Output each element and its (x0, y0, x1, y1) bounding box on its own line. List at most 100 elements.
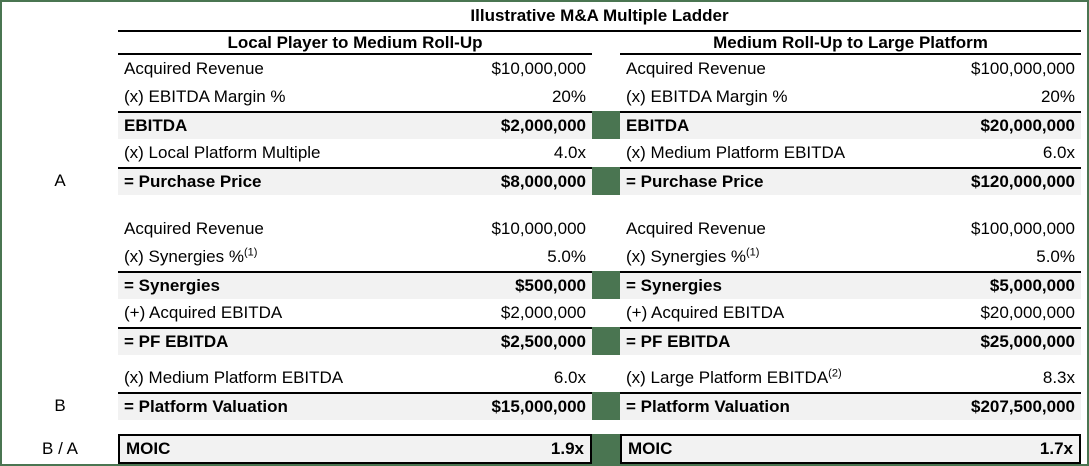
row-label: = Purchase Price (124, 172, 262, 191)
row-value: $5,000,000 (989, 276, 1075, 295)
footnote-marker: (2) (828, 367, 842, 380)
row-value: 1.7x (1039, 439, 1073, 458)
row-value: $2,000,000 (500, 303, 586, 322)
right-margin (1081, 83, 1087, 111)
row-label: = Platform Valuation (626, 397, 790, 416)
letter-column-spacer (2, 215, 118, 243)
row-value: $100,000,000 (971, 219, 1075, 238)
spacer-row (2, 195, 1087, 215)
left-table-cell: (x) Medium Platform EBITDA 6.0x (118, 364, 592, 392)
green-connector (592, 392, 620, 420)
right-table-cell: (x) Medium Platform EBITDA 6.0x (620, 139, 1081, 167)
column-gap (592, 364, 620, 392)
row-label: (x) Large Platform EBITDA(2) (626, 367, 842, 387)
green-connector (592, 271, 620, 299)
row-value: 5.0% (1036, 247, 1075, 266)
row-value: $100,000,000 (971, 59, 1075, 78)
table-row: B / A MOIC 1.9x MOIC 1.7x (2, 434, 1087, 464)
column-gap (592, 299, 620, 327)
row-label: (x) Synergies %(1) (124, 246, 258, 266)
row-value: 1.9x (550, 439, 584, 458)
left-table-cell: (+) Acquired EBITDA $2,000,000 (118, 299, 592, 327)
right-margin (1081, 299, 1087, 327)
row-value: $8,000,000 (500, 172, 586, 191)
column-gap (592, 215, 620, 243)
row-label: (+) Acquired EBITDA (124, 303, 283, 322)
left-table-cell: (x) Synergies %(1) 5.0% (118, 243, 592, 271)
header-gap (592, 30, 620, 55)
row-value: $20,000,000 (980, 303, 1075, 322)
right-table-cell: MOIC 1.7x (620, 434, 1081, 464)
row-value: 20% (551, 87, 586, 106)
row-value: $20,000,000 (980, 116, 1075, 135)
row-label: Acquired Revenue (626, 59, 766, 78)
row-label: = Purchase Price (626, 172, 764, 191)
row-value: $10,000,000 (491, 59, 586, 78)
row-label: Acquired Revenue (626, 219, 766, 238)
row-label: (+) Acquired EBITDA (626, 303, 785, 322)
row-value: $2,500,000 (500, 332, 586, 351)
letter-column-spacer (2, 243, 118, 271)
letter-column-spacer (2, 111, 118, 139)
left-table-cell: (x) EBITDA Margin % 20% (118, 83, 592, 111)
row-label: = Synergies (124, 276, 220, 295)
column-gap (592, 139, 620, 167)
left-table-cell: Acquired Revenue $10,000,000 (118, 215, 592, 243)
row-value: $207,500,000 (971, 397, 1075, 416)
row-value: $10,000,000 (491, 219, 586, 238)
right-table-header: Medium Roll-Up to Large Platform (620, 30, 1081, 55)
row-value: $120,000,000 (971, 172, 1075, 191)
right-table-cell: = Platform Valuation $207,500,000 (620, 392, 1081, 420)
table-row: = Synergies $500,000 = Synergies $5,000,000 (2, 271, 1087, 299)
row-label: = Platform Valuation (124, 397, 288, 416)
page-title: Illustrative M&A Multiple Ladder (470, 6, 729, 25)
right-table-cell: Acquired Revenue $100,000,000 (620, 55, 1081, 83)
letter-column-spacer (2, 139, 118, 167)
table-row: B = Platform Valuation $15,000,000 = Platfo… (2, 392, 1087, 420)
right-table-cell: = Purchase Price $120,000,000 (620, 167, 1081, 195)
right-table-cell: = Synergies $5,000,000 (620, 271, 1081, 299)
footnote-marker: (1) (243, 246, 258, 259)
left-table-cell: MOIC 1.9x (118, 434, 592, 464)
row-label: (x) Local Platform Multiple (124, 143, 321, 162)
spacer-row (2, 355, 1087, 364)
letter-column-spacer (2, 30, 118, 55)
right-margin (1081, 139, 1087, 167)
row-value: 20% (1040, 87, 1075, 106)
row-value: 8.3x (1042, 368, 1075, 387)
row-label: (x) EBITDA Margin % (626, 87, 788, 106)
right-table-cell: (x) EBITDA Margin % 20% (620, 83, 1081, 111)
column-gap (592, 243, 620, 271)
right-margin (1081, 167, 1087, 195)
footnote-marker: (1) (745, 246, 760, 259)
left-table-header: Local Player to Medium Roll-Up (118, 30, 592, 55)
right-table-cell: (x) Synergies %(1) 5.0% (620, 243, 1081, 271)
row-label: = Synergies (626, 276, 722, 295)
row-value: $500,000 (515, 276, 586, 295)
table-row: Acquired Revenue $10,000,000 Acquired Reve… (2, 55, 1087, 83)
row-value: 4.0x (553, 143, 586, 162)
table-row: (x) Local Platform Multiple 4.0x (x) Mediu… (2, 139, 1087, 167)
letter-column-spacer (2, 271, 118, 299)
row-label: MOIC (628, 439, 673, 458)
left-table-cell: = Platform Valuation $15,000,000 (118, 392, 592, 420)
right-margin (1081, 327, 1087, 355)
right-table-cell: EBITDA $20,000,000 (620, 111, 1081, 139)
row-letter: A (54, 171, 66, 190)
left-table-cell: = Synergies $500,000 (118, 271, 592, 299)
row-label: (x) EBITDA Margin % (124, 87, 286, 106)
letter-column-spacer (2, 364, 118, 392)
row-letter: B / A (42, 439, 78, 458)
right-margin (1081, 392, 1087, 420)
table-row: (+) Acquired EBITDA $2,000,000 (+) Acquire… (2, 299, 1087, 327)
table-row: = PF EBITDA $2,500,000 = PF EBITDA $25,000,… (2, 327, 1087, 355)
row-value: $2,000,000 (500, 116, 586, 135)
row-label: EBITDA (124, 116, 188, 135)
row-label: (x) Medium Platform EBITDA (626, 143, 846, 162)
row-label: EBITDA (626, 116, 690, 135)
row-label: = PF EBITDA (124, 332, 229, 351)
column-gap (592, 55, 620, 83)
row-label: Acquired Revenue (124, 219, 264, 238)
left-table-cell: = Purchase Price $8,000,000 (118, 167, 592, 195)
row-letter: B (54, 396, 66, 415)
